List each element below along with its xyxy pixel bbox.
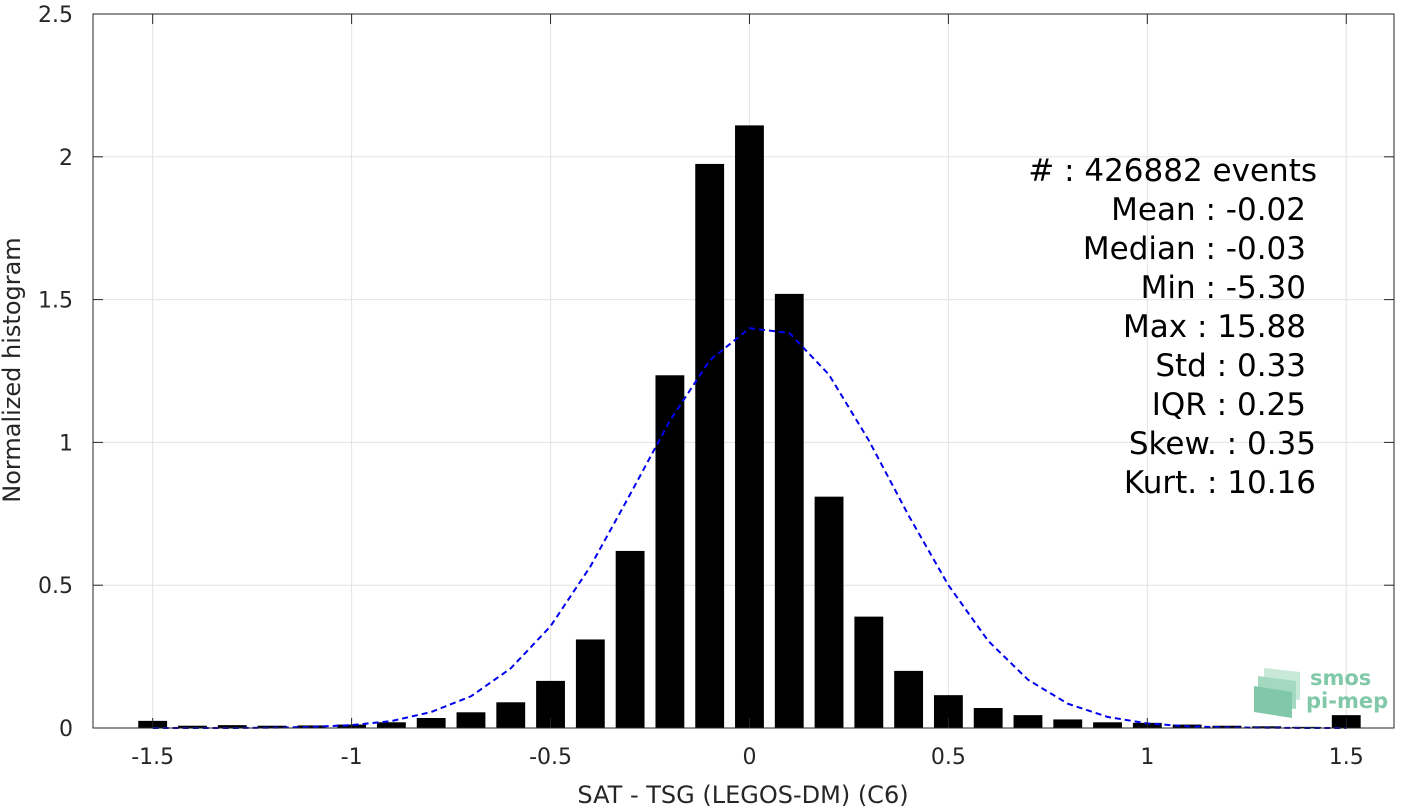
histogram-bar [774, 293, 804, 728]
histogram-bar [1093, 722, 1122, 728]
y-tick-labels: 0 0.5 1 1.5 2 2.5 [38, 3, 73, 742]
x-tick-label: 0 [742, 745, 756, 770]
histogram-bar [695, 163, 725, 728]
histogram-bar [735, 125, 764, 728]
histogram-bar [456, 712, 486, 728]
plot-frame [92, 13, 1395, 729]
x-tick-labels: -1.5 -1 -0.5 0 0.5 1 1.5 [131, 745, 1364, 770]
stats-iqr: IQR : 0.25 [1152, 387, 1306, 423]
y-axis-title: Normalized histogram [0, 237, 26, 502]
x-tick-label: -0.5 [529, 745, 572, 770]
logo-line2: pi-mep [1306, 689, 1388, 713]
histogram-bars [138, 125, 1361, 728]
histogram-bar [973, 708, 1003, 728]
x-tick-label: 1 [1140, 745, 1154, 770]
y-tick-label: 1 [59, 431, 73, 456]
y-tick-label: 1.5 [38, 289, 73, 314]
histogram-bar [416, 718, 446, 728]
histogram-bar [575, 639, 605, 728]
y-tick-label: 2.5 [38, 3, 73, 28]
histogram-bar [178, 725, 207, 728]
stats-min: Min : -5.30 [1141, 270, 1306, 306]
x-axis-title: SAT - TSG (LEGOS-DM) (C6) [577, 781, 908, 809]
x-tick-label: 0.5 [931, 745, 966, 770]
smos-pi-mep-logo: smos pi-mep [1254, 666, 1388, 718]
x-tick-label: -1.5 [131, 745, 174, 770]
stats-max: Max : 15.88 [1123, 309, 1306, 345]
y-tick-label: 0 [59, 717, 73, 742]
y-tick-label: 2 [59, 146, 73, 171]
histogram-bar [1013, 715, 1043, 728]
histogram-bar [297, 725, 327, 728]
histogram-bar [496, 702, 526, 728]
stats-box: # : 426882 events Mean : -0.02 Median : … [1028, 153, 1317, 501]
histogram-bar [814, 496, 844, 728]
histogram-bar [376, 722, 406, 728]
axes-frame [92, 13, 1395, 729]
logo-line1: smos [1310, 666, 1371, 690]
stats-skew: Skew. : 0.35 [1129, 426, 1316, 462]
histogram-bar [615, 550, 645, 728]
stats-mean: Mean : -0.02 [1111, 192, 1306, 228]
histogram-bar [1053, 719, 1083, 728]
histogram-bar [894, 670, 924, 728]
stats-events: # : 426882 events [1028, 153, 1317, 189]
stats-kurt: Kurt. : 10.16 [1124, 465, 1316, 501]
histogram-bar [257, 725, 287, 728]
x-tick-label: 1.5 [1329, 745, 1364, 770]
stats-std: Std : 0.33 [1155, 348, 1306, 384]
logo-mark-icon [1254, 668, 1300, 718]
histogram-bar [217, 725, 247, 728]
stats-median: Median : -0.03 [1083, 231, 1306, 267]
y-tick-label: 0.5 [38, 574, 73, 599]
histogram-bar [854, 616, 884, 728]
histogram-bar [655, 375, 685, 728]
x-tick-label: -1 [341, 745, 363, 770]
